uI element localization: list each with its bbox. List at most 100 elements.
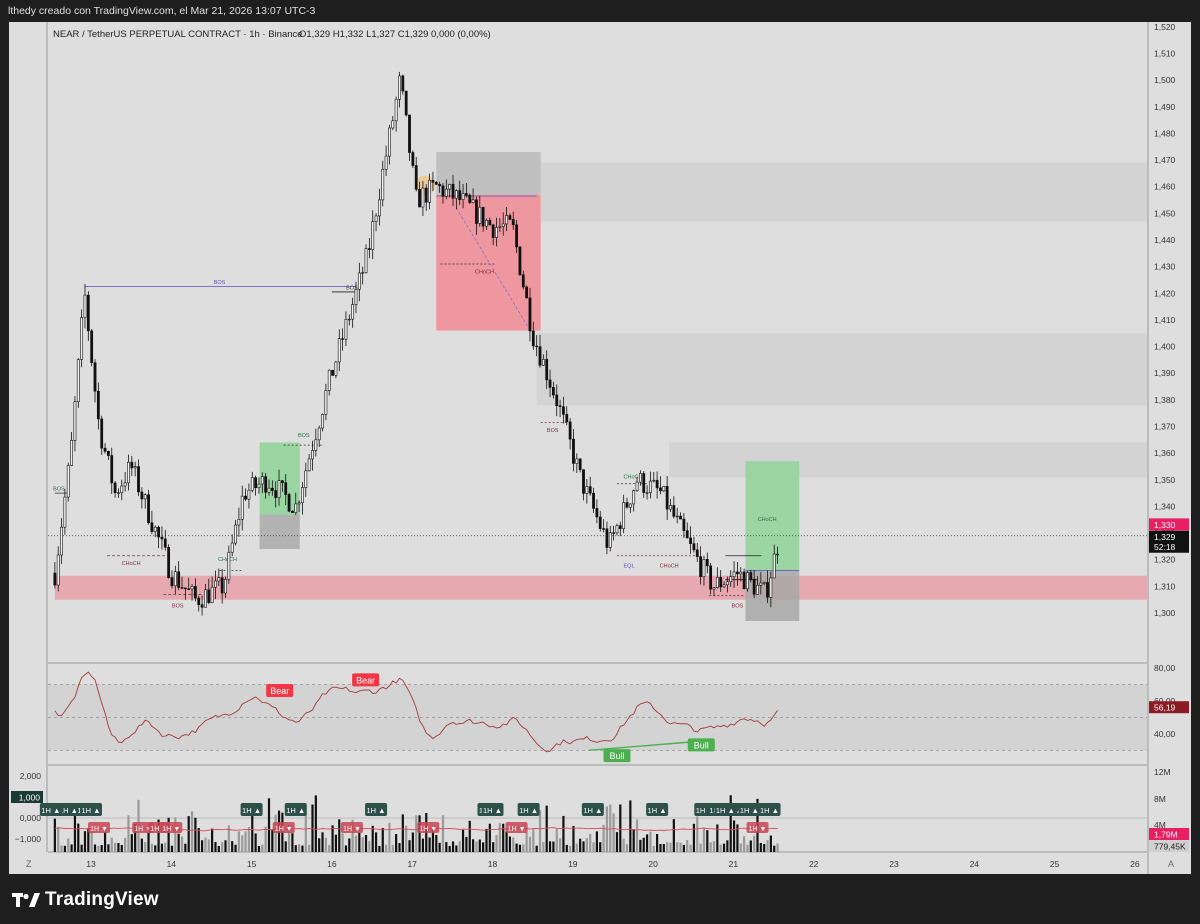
tradingview-logo[interactable]: TradingView xyxy=(12,889,159,911)
candle xyxy=(742,571,746,590)
candle xyxy=(357,272,361,290)
signal-label: 1H ▼ xyxy=(150,826,168,833)
volume-bar xyxy=(308,844,311,852)
candle xyxy=(237,519,241,526)
volume-bar xyxy=(234,844,237,852)
volume-bar xyxy=(231,841,234,852)
volume-bar xyxy=(763,844,766,852)
candle xyxy=(431,179,435,183)
candle xyxy=(505,215,508,225)
volume-bar xyxy=(331,825,334,852)
volume-bar xyxy=(739,843,742,852)
signal-label: 1H ▼ xyxy=(419,826,437,833)
volume-bar xyxy=(314,795,317,852)
candle xyxy=(277,480,281,498)
price-tick: 1,460 xyxy=(1154,182,1176,192)
volume-bar xyxy=(318,838,321,852)
signal-label: 1H ▼ xyxy=(162,826,180,833)
volume-bar xyxy=(103,832,107,852)
candle xyxy=(153,526,157,532)
volume-bar xyxy=(221,841,224,852)
candle xyxy=(682,518,686,531)
volume-bar xyxy=(395,834,398,852)
a-button[interactable]: A xyxy=(1168,859,1174,869)
candle xyxy=(625,502,629,508)
candle xyxy=(374,215,378,222)
volume-bar xyxy=(525,832,528,852)
volume-bar xyxy=(679,842,682,852)
candle xyxy=(618,525,622,529)
candle xyxy=(364,248,368,273)
volume-ma-tag-bg xyxy=(1149,840,1189,852)
volume-left-tick: 2,000 xyxy=(20,771,42,781)
structure-label: CHoCH xyxy=(122,561,141,567)
candle xyxy=(207,589,211,603)
volume-bar xyxy=(100,845,103,852)
volume-bar xyxy=(635,819,639,852)
volume-bar xyxy=(110,837,113,852)
volume-bar xyxy=(284,841,287,852)
price-tick: 1,470 xyxy=(1154,155,1176,165)
volume-bar xyxy=(274,814,277,852)
time-tick: 26 xyxy=(1130,859,1140,869)
signal-badge-up xyxy=(517,803,540,816)
volume-bar xyxy=(150,843,153,852)
candle xyxy=(441,185,445,197)
candle xyxy=(217,577,221,582)
candle xyxy=(83,294,87,318)
candle xyxy=(468,194,472,203)
candle xyxy=(598,516,602,529)
candle xyxy=(465,193,468,196)
volume-bar xyxy=(599,842,602,852)
candle xyxy=(230,542,234,553)
price-tag-current: 1,329 xyxy=(1154,532,1176,542)
volume-bar xyxy=(83,831,87,852)
candle xyxy=(628,503,632,508)
signal-label: 1H ▲ xyxy=(716,806,735,815)
volume-bar xyxy=(341,833,344,852)
candle xyxy=(722,584,726,588)
candle xyxy=(183,587,187,590)
candle xyxy=(695,549,699,557)
candle xyxy=(588,486,592,494)
volume-bar xyxy=(753,835,756,852)
signal-label: 1H ▼ xyxy=(749,826,767,833)
candle xyxy=(568,421,572,440)
candle xyxy=(411,152,415,166)
volume-right-tick: 4M xyxy=(1154,820,1166,830)
candle xyxy=(388,127,391,157)
volume-bar xyxy=(562,815,565,852)
divergence-badge xyxy=(687,738,715,752)
long-position-stop xyxy=(745,570,800,621)
long-position-stop xyxy=(259,514,300,550)
signal-label: 1H ▲ xyxy=(760,806,779,815)
candle xyxy=(347,318,351,321)
signal-badge-down xyxy=(417,822,440,833)
divergence-label: Bull xyxy=(609,751,624,761)
volume-bar xyxy=(415,815,418,852)
chart-canvas[interactable]: BOS BOS CHoCH BOS CHoCH BOS BOS CHoCH BOS CHoCH EQ… xyxy=(9,22,1191,874)
volume-bar xyxy=(458,841,461,852)
volume-bar xyxy=(70,844,73,852)
candle xyxy=(106,450,110,456)
candle xyxy=(250,477,254,491)
candle xyxy=(732,571,736,577)
volume-bar xyxy=(666,842,669,852)
volume-left-tag: 1,000 xyxy=(19,793,41,803)
candle xyxy=(548,379,552,388)
volume-bar xyxy=(120,844,123,852)
z-button[interactable]: Z xyxy=(26,859,32,869)
candle xyxy=(521,274,525,288)
price-tick: 1,510 xyxy=(1154,48,1176,58)
candle xyxy=(113,482,117,494)
candle xyxy=(558,405,562,407)
candle xyxy=(608,532,612,548)
footer xyxy=(0,874,1200,924)
volume-bar xyxy=(224,840,227,852)
candle xyxy=(705,559,709,567)
volume-bar xyxy=(505,831,508,852)
volume-bar xyxy=(609,804,612,852)
candle xyxy=(163,538,167,548)
volume-bar xyxy=(271,829,274,852)
candle xyxy=(257,483,261,489)
